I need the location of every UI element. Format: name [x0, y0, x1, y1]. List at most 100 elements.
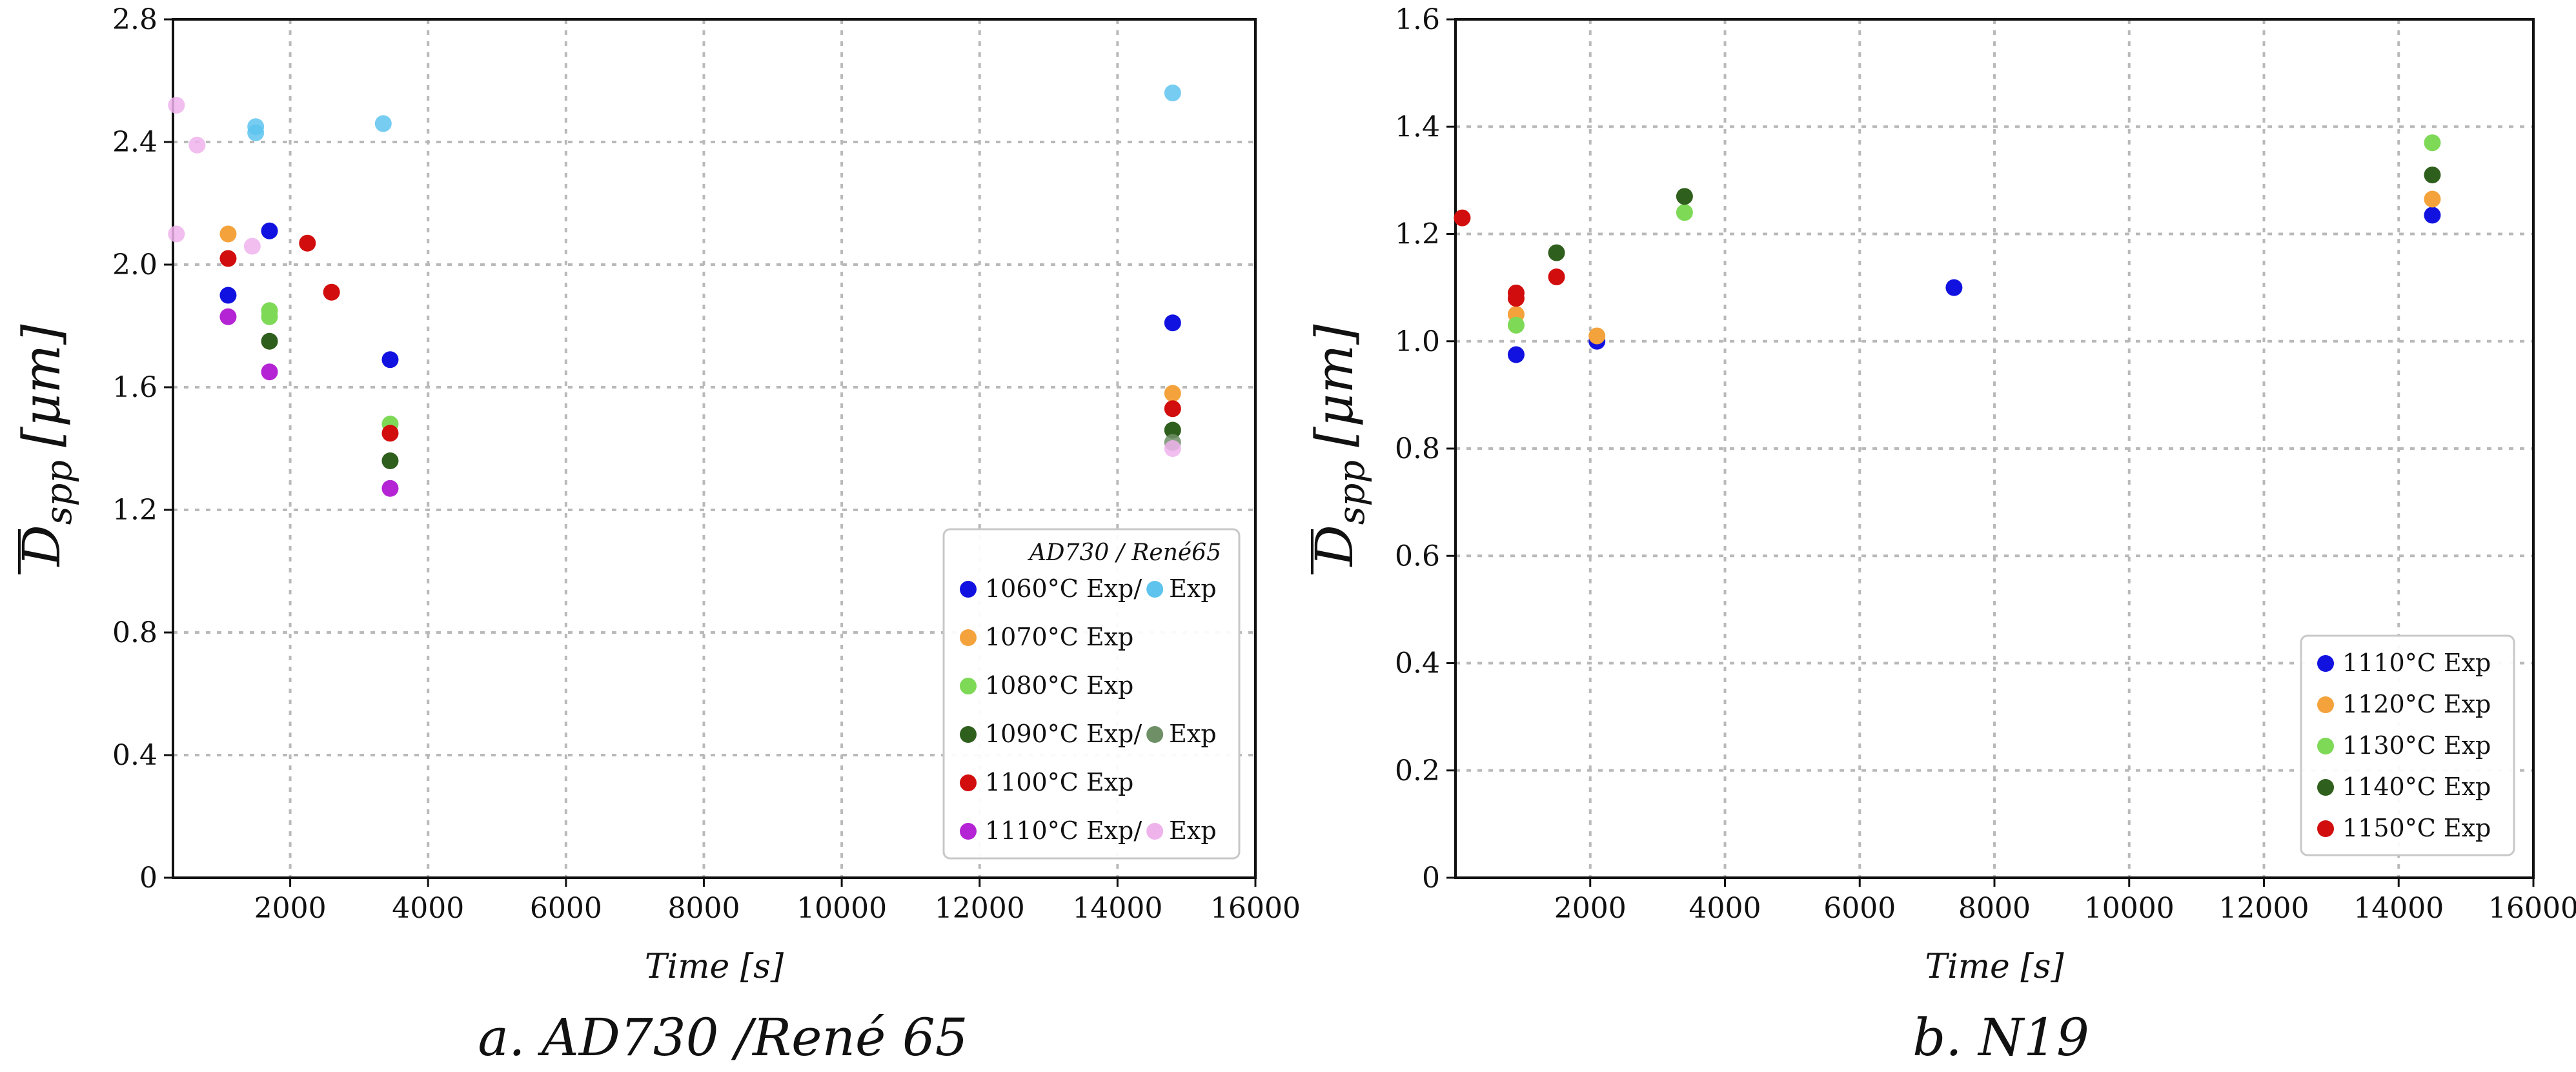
data-point [1588, 327, 1606, 345]
data-point [243, 238, 261, 255]
data-point [1676, 204, 1693, 221]
y-axis-label: Dspp [μm] [12, 324, 80, 574]
legend-label: 1100°C Exp [985, 768, 1133, 796]
data-point [219, 225, 237, 243]
x-tick-label: 16000 [1210, 892, 1301, 925]
x-tick-label: 8000 [667, 892, 740, 925]
legend-marker [2317, 779, 2334, 796]
y-label-main: D [1304, 525, 1364, 567]
data-point [381, 480, 399, 497]
legend-marker [960, 726, 977, 743]
legend-marker [960, 629, 977, 646]
legend-label: 1070°C Exp [985, 623, 1133, 651]
y-tick-label: 0.4 [112, 739, 157, 772]
legend-marker [2317, 696, 2334, 713]
legend-marker-2 [1146, 581, 1164, 598]
legend-marker [960, 774, 977, 791]
data-point [261, 363, 278, 381]
data-point [247, 118, 265, 136]
legend-label-2: Exp [1169, 816, 1217, 845]
y-tick-label: 0.6 [1395, 540, 1440, 572]
data-point [1507, 316, 1525, 334]
y-tick-label: 1.2 [1395, 218, 1440, 251]
data-point [219, 287, 237, 304]
axes-frame [172, 18, 1257, 879]
data-point [2424, 207, 2441, 224]
y-tick-label: 1.2 [112, 494, 157, 527]
x-tick-label: 12000 [2219, 892, 2309, 925]
legend: 1110°C Exp 1120°C Exp 1130°C Exp 1140°C Exp… [2300, 634, 2515, 856]
y-tick-label: 1.0 [1395, 325, 1440, 358]
legend-label: 1080°C Exp [985, 671, 1133, 700]
data-point [2424, 167, 2441, 184]
x-tick-label: 4000 [392, 892, 464, 925]
legend-marker [960, 678, 977, 694]
data-point [168, 97, 185, 114]
y-label-sub: spp [38, 460, 80, 525]
y-axis-label-text: Dspp [μm] [12, 324, 80, 568]
legend-marker [2317, 655, 2334, 672]
data-point [1164, 385, 1181, 402]
data-point [1507, 346, 1525, 363]
data-point [219, 250, 237, 267]
data-point [374, 115, 392, 132]
y-tick-label: 1.6 [1395, 3, 1440, 36]
y-tick-label: 0.8 [1395, 432, 1440, 465]
data-point [261, 222, 278, 239]
data-point [1676, 188, 1693, 205]
legend-label: 1110°C Exp/ [985, 816, 1142, 845]
legend-marker [2317, 820, 2334, 837]
data-point [219, 308, 237, 325]
y-label-sub: spp [1331, 460, 1373, 525]
x-tick-label: 4000 [1689, 892, 1761, 925]
x-tick-label: 8000 [1958, 892, 2031, 925]
legend-label: 1110°C Exp [2342, 649, 2491, 677]
legend-label: 1090°C Exp/ [985, 720, 1142, 748]
y-tick-label: 1.4 [1395, 110, 1440, 143]
data-point [1164, 400, 1181, 418]
legend-label: 1140°C Exp [2342, 773, 2491, 801]
x-tick-label: 10000 [796, 892, 887, 925]
legend-box [2300, 634, 2515, 856]
data-point [323, 283, 340, 301]
legend-label: 1120°C Exp [2342, 690, 2491, 718]
legend-label: 1060°C Exp/ [985, 574, 1142, 603]
legend-box [942, 528, 1241, 860]
panel-caption: b. N19 [1912, 1007, 2089, 1067]
data-point [1164, 314, 1181, 332]
y-tick-label: 0 [1422, 862, 1440, 895]
legend-label-2: Exp [1169, 720, 1217, 748]
data-point [2424, 190, 2441, 208]
y-tick-label: 2.0 [112, 248, 157, 281]
x-tick-label: 6000 [530, 892, 602, 925]
data-point [1548, 268, 1565, 285]
legend-marker [2317, 738, 2334, 754]
data-point [168, 225, 185, 243]
data-point [2424, 134, 2441, 152]
x-axis-label: Time [s] [645, 947, 784, 986]
data-point [299, 234, 316, 252]
x-tick-label: 2000 [254, 892, 327, 925]
y-tick-label: 0.2 [1395, 754, 1440, 787]
panel-b: 2000 4000 6000 8000 10000 12000 14000 16000 0 0.2… [1304, 3, 2576, 1067]
y-tick-label: 2.8 [112, 3, 157, 36]
y-tick-label: 1.6 [112, 371, 157, 404]
data-point [1548, 244, 1565, 261]
data-point [1507, 284, 1525, 301]
data-point [381, 452, 399, 469]
data-point [1164, 440, 1181, 457]
legend: AD730 / René65 1060°C Exp/Exp 1070°C Exp 10… [942, 528, 1241, 860]
y-tick-label: 2.4 [112, 126, 157, 159]
data-point [188, 136, 206, 154]
y-label-unit: [μm] [12, 324, 72, 447]
data-point [1164, 85, 1181, 101]
legend-marker [960, 823, 977, 840]
data-point [1164, 421, 1181, 439]
y-axis-label-text: Dspp [μm] [1304, 324, 1373, 568]
legend-marker [960, 581, 977, 598]
legend-label: 1130°C Exp [2342, 731, 2491, 760]
x-tick-label: 10000 [2084, 892, 2175, 925]
y-label-unit: [μm] [1304, 324, 1364, 447]
y-tick-label: 0 [139, 862, 157, 895]
